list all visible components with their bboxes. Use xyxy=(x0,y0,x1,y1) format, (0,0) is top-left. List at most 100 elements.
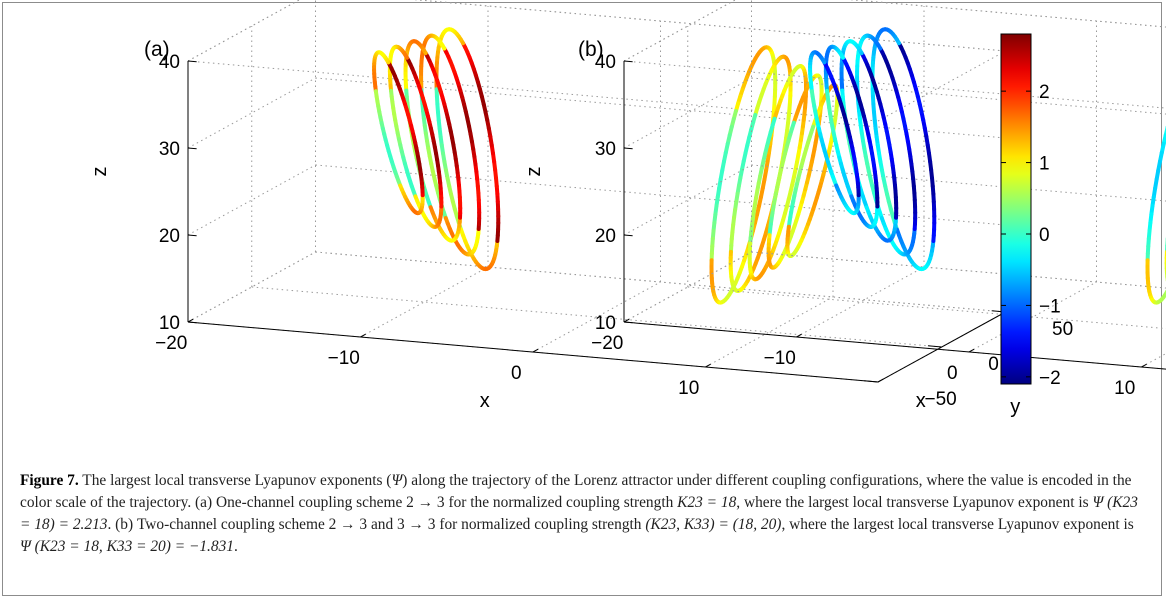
box-edge xyxy=(187,0,301,62)
trajectory-segment xyxy=(822,160,829,171)
x-tick-mark xyxy=(532,348,539,353)
caption-eq-b: Ψ (K23 = 18, K33 = 20) = −1.831 xyxy=(20,538,234,555)
z-tick-label: 30 xyxy=(159,139,180,160)
gridline-y xyxy=(315,251,1006,313)
box-edge xyxy=(877,50,1006,122)
x-tick-label: 0 xyxy=(947,363,958,384)
x-tick-mark xyxy=(796,333,802,338)
panel-label: (b) xyxy=(578,38,604,61)
gridline-x xyxy=(532,281,661,353)
trajectory-segment xyxy=(428,126,435,137)
z-tick-label: 10 xyxy=(595,313,616,334)
gridline-z xyxy=(315,77,1006,139)
trajectory-segment xyxy=(864,126,871,137)
caption-text-3: , where the largest local transverse Lya… xyxy=(736,494,1093,511)
x-axis-label: x xyxy=(916,390,926,412)
x-tick-label: 10 xyxy=(1114,378,1135,399)
gridline-x xyxy=(187,251,316,323)
z-tick-label: 30 xyxy=(595,139,616,160)
caption-text-6: . xyxy=(233,538,238,555)
gridline-z xyxy=(623,77,752,149)
caption-text-2: ) along the trajectory of the Lorenz att… xyxy=(20,472,1132,511)
gridline-x xyxy=(360,266,489,338)
trajectory-loop-left-5 xyxy=(372,50,425,216)
z-tick-label: 20 xyxy=(595,226,616,247)
trajectory-loop-left-1 xyxy=(434,27,501,272)
box-edge xyxy=(623,60,1166,109)
gridline-x xyxy=(1141,352,1166,368)
panel-label: (a) xyxy=(144,38,170,61)
gridline-z xyxy=(187,77,316,149)
trajectory-loop-left-4 xyxy=(823,44,880,229)
x-tick-mark xyxy=(360,333,366,338)
z-tick-mark xyxy=(623,321,633,324)
colorbar-tick-label: 0 xyxy=(1039,225,1050,246)
y-tick-label: 50 xyxy=(1052,319,1073,340)
z-tick-label: 20 xyxy=(159,226,180,247)
trajectory-segment xyxy=(409,123,415,134)
x-tick-mark xyxy=(187,318,194,323)
box-edge xyxy=(413,0,1006,52)
trajectory-segment xyxy=(448,129,455,141)
box-edge xyxy=(623,0,737,62)
trajectory-segment xyxy=(924,134,930,147)
x-tick-label: −10 xyxy=(764,348,796,369)
trajectory-segment xyxy=(884,129,891,141)
caption-text-5: , where the largest local transverse Lya… xyxy=(781,516,1134,533)
box-edge xyxy=(849,0,1166,28)
colorbar-tick-label: 2 xyxy=(1039,82,1050,103)
caption-text-1: The largest local transverse Lyapunov ex… xyxy=(78,472,392,489)
x-tick-mark xyxy=(1141,363,1147,368)
z-tick-mark xyxy=(187,321,197,324)
box-edge xyxy=(187,60,879,122)
trajectory-segment xyxy=(488,134,494,147)
z-tick-mark xyxy=(187,234,197,237)
colorbar-tick-label: −2 xyxy=(1039,368,1061,389)
gridline-z xyxy=(751,77,1166,115)
gridline-z xyxy=(751,164,1166,202)
gridline-z xyxy=(187,164,316,236)
trajectory-segment xyxy=(793,160,799,172)
trajectory-segment xyxy=(845,123,851,134)
x-tick-mark xyxy=(623,318,630,323)
x-tick-mark xyxy=(705,363,711,368)
x-tick-label: −10 xyxy=(328,348,360,369)
trajectory-segment xyxy=(808,160,814,172)
gridline-x xyxy=(968,281,1097,353)
trajectory-segment xyxy=(904,131,910,144)
caption-psi: Ψ xyxy=(391,472,403,489)
caption-text-4: . (b) Two-channel coupling scheme 2 → 3 … xyxy=(107,516,646,533)
x-tick-mark xyxy=(968,348,975,353)
gridline-z xyxy=(315,164,1006,226)
trajectory xyxy=(372,27,840,305)
gridline-y xyxy=(751,251,1166,289)
y-tick-mark xyxy=(864,380,879,383)
caption-k23: K23 = 18 xyxy=(677,494,737,511)
gridline-x xyxy=(623,251,752,323)
x-tick-mark xyxy=(877,378,884,383)
trajectory-loop-left-3 xyxy=(839,39,899,243)
z-axis-label: z xyxy=(523,167,545,177)
trajectory-loop-left-1 xyxy=(870,27,937,272)
y-tick-label: −50 xyxy=(925,389,957,410)
figure-label: Figure 7. xyxy=(20,472,79,489)
trajectory-loop-right-6 xyxy=(1145,125,1166,305)
x-axis-label: x xyxy=(480,390,490,412)
x-tick-label: 0 xyxy=(511,363,522,384)
trajectory-loop-left-5 xyxy=(808,50,861,216)
caption-eq-a: Ψ (K23 = 18) = 2.213 xyxy=(20,494,1138,533)
gridline-z xyxy=(751,251,1166,289)
z-tick-label: 40 xyxy=(595,52,616,73)
colorbar-gradient xyxy=(1000,33,1032,385)
z-tick-label: 40 xyxy=(159,52,180,73)
figure-caption: Figure 7. The largest local transverse L… xyxy=(20,470,1148,558)
gridline-y xyxy=(251,286,942,348)
trajectory-segment xyxy=(1163,289,1166,297)
y-tick-label: 0 xyxy=(988,354,999,375)
colorbar: 2 1 0 −1 −2 xyxy=(1000,33,1061,389)
gridline-y xyxy=(687,286,1166,330)
